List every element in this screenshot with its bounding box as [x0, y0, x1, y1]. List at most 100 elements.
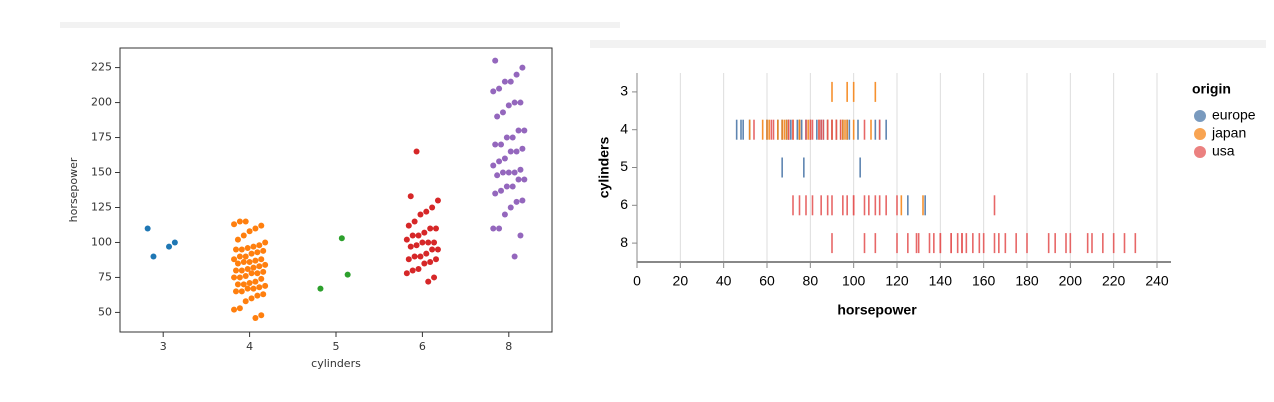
point: [511, 169, 518, 176]
point: [248, 250, 255, 257]
point: [236, 218, 243, 225]
point: [150, 253, 157, 260]
point: [499, 169, 506, 176]
point: [423, 208, 430, 215]
point: [231, 274, 238, 281]
point: [427, 225, 434, 232]
point: [507, 78, 514, 85]
point: [501, 211, 508, 218]
point: [494, 172, 501, 179]
point: [492, 57, 499, 64]
x-tick-label: 80: [803, 273, 819, 289]
x-tick-label: 220: [1102, 273, 1126, 289]
point: [509, 134, 516, 141]
y-tick-label: 150: [91, 166, 112, 179]
point: [423, 250, 430, 257]
legend-swatch: [1194, 110, 1206, 122]
point: [431, 274, 438, 281]
point: [513, 71, 520, 78]
point: [433, 256, 440, 263]
x-tick-label: 100: [842, 273, 866, 289]
point: [244, 285, 251, 292]
point: [231, 221, 238, 228]
point: [513, 148, 520, 155]
point: [171, 239, 178, 246]
point: [405, 222, 412, 229]
point: [411, 253, 418, 260]
point: [238, 246, 245, 253]
point: [429, 246, 436, 253]
point: [250, 264, 257, 271]
point: [244, 266, 251, 273]
point: [403, 236, 410, 243]
point: [238, 267, 245, 274]
x-tick-label: 60: [759, 273, 775, 289]
point: [262, 239, 269, 246]
point: [521, 127, 528, 134]
point: [490, 225, 497, 232]
point: [405, 256, 412, 263]
point: [417, 211, 424, 218]
point: [492, 190, 499, 197]
point: [411, 218, 418, 225]
point: [513, 198, 520, 205]
point: [413, 148, 420, 155]
x-tick-label: 240: [1145, 273, 1169, 289]
point: [242, 253, 249, 260]
point: [258, 275, 265, 282]
point: [517, 166, 524, 173]
y-tick-label: 225: [91, 61, 112, 74]
point: [232, 288, 239, 295]
point: [256, 263, 263, 270]
point: [501, 78, 508, 85]
point: [317, 285, 324, 292]
point: [260, 247, 267, 254]
point: [498, 187, 505, 194]
point: [344, 271, 351, 278]
legend-label: japan: [1211, 125, 1246, 141]
y-tick-label: 8: [620, 234, 628, 250]
point: [144, 225, 151, 232]
point: [496, 85, 503, 92]
y-tick-label: 100: [91, 235, 112, 248]
point: [246, 280, 253, 287]
point: [419, 239, 426, 246]
point: [521, 176, 528, 183]
x-tick-label: 6: [419, 340, 426, 353]
y-tick-label: 200: [91, 96, 112, 109]
point: [254, 270, 261, 277]
point: [403, 270, 410, 277]
x-tick-label: 4: [246, 340, 253, 353]
point: [236, 253, 243, 260]
plot-frame: [119, 47, 553, 333]
point: [415, 266, 422, 273]
point: [415, 232, 422, 239]
y-axis-label: horsepower: [67, 157, 80, 222]
point: [242, 218, 249, 225]
x-tick-label: 140: [929, 273, 953, 289]
point: [498, 141, 505, 148]
legend-swatch: [1194, 128, 1206, 140]
point: [242, 298, 249, 305]
point: [232, 246, 239, 253]
x-tick-label: 200: [1059, 273, 1083, 289]
x-tick-label: 20: [673, 273, 689, 289]
point: [258, 222, 265, 229]
point: [260, 291, 267, 298]
point: [490, 88, 497, 95]
point: [231, 306, 238, 313]
point: [234, 236, 241, 243]
y-tick-label: 3: [620, 83, 628, 99]
point: [407, 193, 414, 200]
point: [509, 183, 516, 190]
point: [421, 260, 428, 267]
point: [240, 259, 247, 266]
point: [511, 99, 518, 106]
x-tick-label: 180: [1015, 273, 1039, 289]
y-axis-label: cylinders: [596, 137, 612, 199]
point: [254, 292, 261, 299]
point: [252, 315, 259, 322]
point: [407, 243, 414, 250]
point: [492, 141, 499, 148]
y-tick-label: 175: [91, 131, 112, 144]
